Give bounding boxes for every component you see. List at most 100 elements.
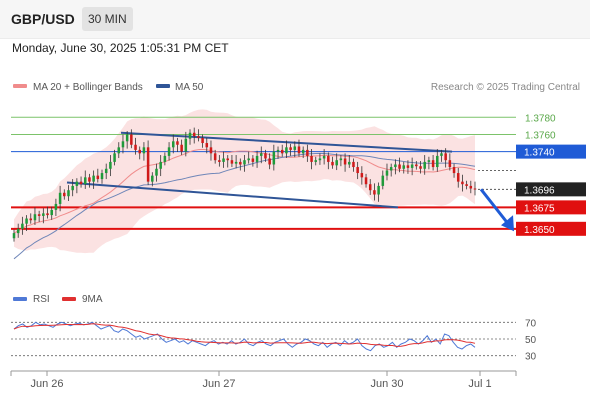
candle-body	[465, 184, 468, 186]
candle-body	[29, 218, 33, 221]
candle-body	[205, 143, 209, 148]
candle-body	[12, 233, 16, 239]
candle-body	[427, 160, 431, 162]
forecast-arrow-head	[501, 215, 514, 232]
candle-body	[247, 158, 250, 161]
level-label: 1.3740	[524, 148, 555, 159]
candle-body	[381, 175, 385, 186]
channel-lower-line	[66, 181, 399, 209]
level-label: 1.3675	[524, 203, 555, 214]
x-tick-label: Jun 26	[30, 378, 63, 390]
candle-body	[109, 161, 112, 169]
candle-body	[230, 160, 234, 164]
candle-body	[306, 149, 309, 156]
candle-body	[21, 223, 24, 229]
candle-body	[456, 173, 460, 182]
timestamp: Monday, June 30, 2025 1:05:31 PM CET	[12, 41, 229, 55]
candle-body	[473, 188, 477, 190]
candle-body	[385, 170, 389, 176]
candle-body	[213, 153, 217, 161]
forecast-arrow-shaft	[479, 188, 512, 228]
candle-body	[222, 158, 225, 162]
candle-body	[83, 177, 87, 185]
candle-body	[394, 164, 397, 168]
candle-body	[364, 177, 368, 185]
candle-body	[423, 161, 426, 169]
candle-body	[322, 155, 326, 159]
candle-body	[318, 158, 322, 161]
candle-body	[285, 147, 288, 154]
candle-body	[239, 161, 242, 165]
candle-body	[209, 147, 213, 154]
candle-body	[104, 168, 108, 174]
candle-body	[377, 185, 380, 195]
candle-body	[368, 184, 372, 191]
candle-body	[96, 175, 100, 180]
candle-body	[289, 147, 292, 150]
candle-body	[440, 153, 443, 156]
candle-body	[406, 165, 410, 168]
candle-body	[301, 149, 305, 154]
candle-body	[339, 158, 343, 161]
candle-body	[121, 141, 125, 148]
candle-body	[448, 160, 452, 168]
candle-body	[234, 161, 238, 164]
candle-body	[415, 164, 418, 167]
candle-body	[134, 144, 137, 150]
candle-body	[348, 161, 351, 165]
candle-body	[16, 228, 20, 234]
instrument-title: GBP/USD	[11, 11, 75, 27]
ma20-line	[13, 148, 476, 234]
candle-body	[410, 164, 414, 168]
candle-body	[33, 214, 37, 221]
candle-body	[100, 173, 104, 180]
candle-body	[54, 203, 58, 210]
level-label: 1.3696	[524, 185, 555, 196]
candle-body	[402, 165, 406, 169]
candle-body	[444, 153, 447, 161]
candle-body	[255, 155, 259, 162]
candle-body	[142, 147, 146, 154]
candle-body	[192, 132, 196, 137]
x-tick-label: Jul 1	[468, 378, 491, 390]
candle-body	[352, 161, 355, 168]
legend-bb-label: MA 20 + Bollinger Bands	[33, 82, 143, 93]
candle-body	[268, 158, 271, 165]
candle-body	[276, 149, 280, 152]
candle-body	[42, 213, 45, 216]
candle-body	[373, 190, 376, 195]
candle-body	[293, 146, 297, 150]
timeframe-button[interactable]: 30 MIN	[82, 7, 133, 31]
candle-body	[461, 181, 464, 185]
candle-body	[197, 136, 200, 138]
candle-body	[71, 185, 74, 191]
header-bar: GBP/USD 30 MIN	[0, 0, 590, 39]
candle-body	[327, 155, 330, 162]
candle-body	[25, 218, 28, 224]
candle-body	[431, 160, 435, 168]
candle-body	[50, 209, 53, 216]
candle-body	[218, 160, 221, 162]
x-tick-label: Jun 30	[370, 378, 403, 390]
level-label: 1.3760	[525, 130, 556, 141]
ma9-legend-label: 9MA	[82, 294, 103, 305]
candle-body	[264, 153, 267, 159]
support-tag	[516, 221, 586, 236]
candle-body	[125, 134, 129, 142]
pivot-tag	[516, 144, 586, 159]
candle-body	[436, 155, 439, 168]
bollinger-band-area	[14, 109, 475, 254]
candle-body	[155, 168, 158, 176]
current-price-tag	[516, 182, 586, 197]
candle-body	[113, 153, 116, 162]
candle-body	[151, 175, 154, 182]
candle-body	[335, 160, 338, 166]
candle-body	[272, 151, 276, 165]
candle-body	[297, 146, 301, 154]
candle-body	[310, 155, 313, 162]
ma9-legend-swatch	[62, 297, 76, 301]
candle-body	[469, 185, 473, 189]
candle-body	[360, 173, 364, 178]
candle-body	[163, 155, 167, 162]
candle-body	[398, 164, 401, 169]
